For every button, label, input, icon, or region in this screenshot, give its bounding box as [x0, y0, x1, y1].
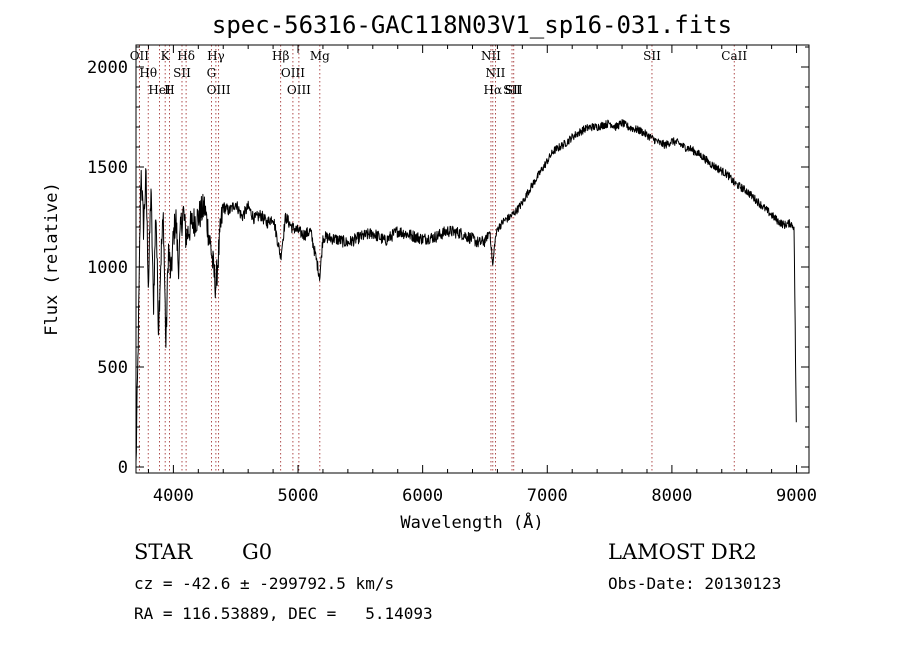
x-tick-label: 8000: [651, 486, 692, 506]
y-tick-label: 2000: [87, 58, 128, 78]
x-tick-label: 7000: [527, 486, 568, 506]
spectrum-layer: [135, 119, 797, 463]
y-tick-label: 1000: [87, 258, 128, 278]
line-marker-label: OIII: [287, 83, 311, 97]
line-marker-label: SII: [173, 66, 191, 80]
line-marker-label: SII: [643, 49, 661, 63]
line-marker-label: G: [207, 66, 217, 80]
x-tick-label: 4000: [153, 486, 194, 506]
plot-frame: [135, 44, 810, 474]
line-marker-label: OIII: [281, 66, 305, 80]
ra-dec-text: RA = 116.53889, DEC = 5.14093: [134, 604, 433, 623]
redshift-text: cz = -42.6 ± -299792.5 km/s: [134, 574, 395, 593]
line-marker-label: Hδ: [177, 49, 195, 63]
object-subclass: G0: [242, 540, 273, 564]
line-marker-label: K: [161, 49, 171, 63]
line-marker-label: NII: [485, 66, 505, 80]
line-marker-label: OIII: [207, 83, 231, 97]
line-marker-label: Hα: [484, 83, 503, 97]
line-marker-label: Hγ: [207, 49, 225, 63]
line-marker-label: CaII: [721, 49, 747, 63]
object-class: STAR: [134, 540, 193, 564]
line-marker-label: SII: [505, 83, 523, 97]
x-tick-label: 9000: [776, 486, 817, 506]
x-tick-label: 6000: [402, 486, 443, 506]
obs-date: Obs-Date: 20130123: [608, 574, 782, 593]
spectrum-line: [135, 119, 797, 463]
line-marker-label: Mg: [310, 49, 330, 63]
line-marker-label: SII: [503, 83, 521, 97]
line-marker-label: Hθ: [139, 66, 157, 80]
chart-title: spec-56316-GAC118N03V1_sp16-031.fits: [212, 11, 732, 39]
line-marker-label: NII: [481, 49, 501, 63]
line-marker-label: Hβ: [272, 49, 289, 63]
y-tick-label: 1500: [87, 158, 128, 178]
y-axis-label: Flux (relative): [42, 182, 62, 336]
tick-layer: 4000 5000 6000 7000 8000 9000 0 500 1000 1500 2000: [87, 45, 817, 506]
survey-name: LAMOST DR2: [608, 540, 757, 564]
x-axis-label: Wavelength (Å): [400, 511, 543, 533]
y-tick-label: 0: [118, 458, 128, 478]
line-marker-label: H: [164, 83, 174, 97]
y-tick-label: 500: [97, 358, 128, 378]
x-tick-label: 5000: [278, 486, 319, 506]
line-marker-label: OII: [130, 49, 150, 63]
